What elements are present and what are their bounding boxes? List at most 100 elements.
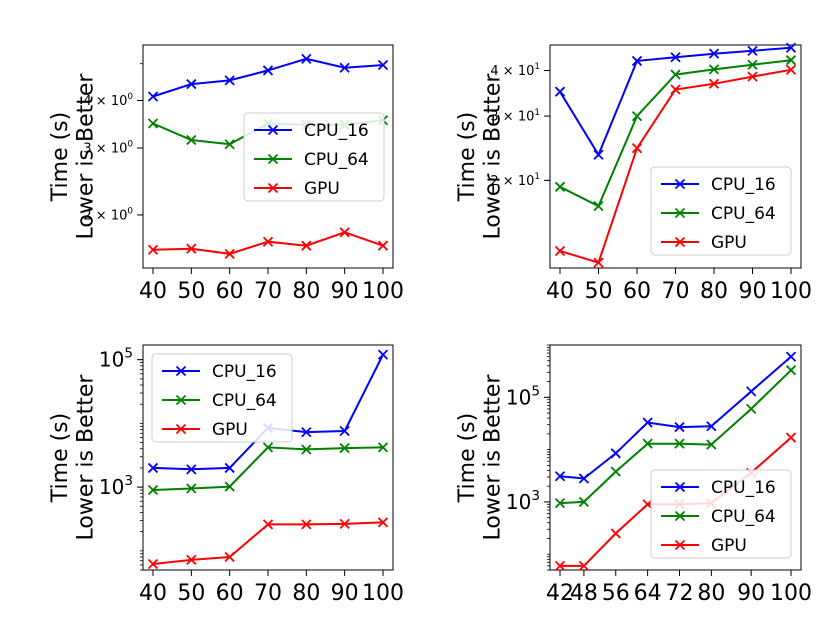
y-tick-label-base: 2 × 10: [83, 208, 127, 223]
data-point-marker: [147, 244, 159, 255]
series-cpu-16: [147, 53, 389, 102]
data-point-marker: [554, 471, 566, 482]
y-tick-label: 3 × 100: [83, 140, 133, 157]
x-tick-label: 70: [254, 279, 282, 304]
data-point-marker: [593, 200, 604, 212]
y-tick-label-base: 4 × 10: [83, 94, 127, 109]
y-tick-label-base: 10: [506, 385, 531, 409]
x-tick-label: 80: [700, 279, 728, 304]
x-tick-label: 40: [139, 279, 167, 304]
y-tick-label-exponent: 0: [127, 207, 133, 217]
data-point-marker: [708, 48, 720, 59]
y-tick-label: 2 × 100: [83, 207, 133, 224]
x-tick-label: 40: [546, 279, 574, 304]
data-point-marker: [747, 71, 758, 82]
y-tick-label: 105: [99, 346, 133, 372]
data-point-marker: [262, 442, 274, 453]
y-axis-label-line2: Lower is Better: [73, 374, 98, 541]
data-point-marker: [706, 439, 717, 450]
legend-box: [243, 112, 385, 202]
legend-box: [650, 166, 792, 256]
legend-label: GPU: [212, 420, 248, 440]
data-point-marker: [554, 497, 566, 509]
x-tick-label: 40: [139, 581, 167, 606]
legend-marker: [175, 423, 187, 435]
data-point-marker: [578, 560, 590, 571]
data-point-marker: [339, 62, 350, 73]
data-point-marker: [578, 496, 590, 508]
legend-marker: [674, 236, 686, 248]
data-point-marker: [610, 448, 621, 459]
y-tick-label: 4 × 101: [490, 62, 540, 79]
x-tick-label: 50: [585, 279, 613, 304]
x-tick-label: 50: [177, 279, 205, 304]
series-gpu: [554, 64, 797, 268]
legend-label: CPU_64: [212, 391, 277, 411]
data-point-marker: [186, 243, 197, 254]
data-point-marker: [301, 426, 312, 438]
y-tick-label: 103: [506, 488, 540, 514]
data-point-marker: [554, 86, 566, 97]
data-point-marker: [186, 483, 197, 494]
x-tick-label: 50: [177, 581, 205, 606]
legend-marker: [267, 124, 279, 136]
data-point-marker: [262, 519, 274, 530]
data-point-marker: [339, 425, 350, 437]
series-line: [559, 369, 792, 505]
data-point-marker: [785, 55, 797, 66]
y-tick-label-exponent: 0: [127, 92, 133, 102]
legend-marker: [175, 365, 187, 377]
legend-label: CPU_16: [304, 121, 369, 141]
data-point-marker: [224, 139, 235, 150]
y-axis-label: Time (s)Lower is Better: [48, 73, 98, 240]
data-point-marker: [674, 438, 685, 449]
x-tick-label: 80: [292, 581, 320, 606]
data-point-marker: [670, 84, 681, 95]
data-point-marker: [147, 118, 159, 129]
x-tick-label: 72: [665, 581, 693, 606]
y-tick-label-exponent: 3: [124, 473, 133, 489]
data-point-marker: [262, 65, 274, 76]
data-point-marker: [377, 442, 389, 453]
y-axis-label-line2: Lower is Better: [480, 374, 505, 541]
x-tick-label: 100: [770, 581, 812, 606]
series-cpu-64: [554, 365, 797, 509]
x-tick-label: 100: [362, 581, 404, 606]
legend-label: CPU_64: [304, 150, 369, 170]
y-tick-label: 105: [506, 383, 540, 409]
legend-label: CPU_16: [711, 478, 776, 498]
y-axis-label: Time (s)Lower is Better: [455, 73, 505, 240]
y-axis-label-line1: Time (s): [48, 112, 73, 202]
x-tick-label: 80: [292, 279, 320, 304]
x-tick-label: 80: [697, 581, 725, 606]
data-point-marker: [377, 240, 389, 251]
legend: CPU_16 CPU_64 GPU: [151, 353, 293, 443]
data-point-marker: [670, 69, 681, 80]
data-point-marker: [554, 181, 566, 192]
data-point-marker: [554, 245, 566, 257]
legend-label: CPU_16: [212, 362, 277, 382]
x-tick-label: 90: [331, 581, 359, 606]
series-cpu-64: [554, 55, 797, 212]
data-point-marker: [746, 386, 757, 397]
data-point-marker: [186, 134, 197, 146]
legend-label: GPU: [711, 536, 747, 556]
data-point-marker: [186, 554, 197, 566]
data-point-marker: [610, 466, 621, 477]
y-axis-label-line1: Time (s): [455, 112, 480, 202]
y-tick-label-base: 3 × 10: [490, 110, 534, 125]
data-point-marker: [339, 518, 350, 529]
legend-marker: [175, 394, 187, 406]
series-cpu-64: [147, 442, 389, 496]
data-point-marker: [746, 403, 757, 415]
data-point-marker: [578, 473, 590, 484]
y-tick-label-base: 3 × 10: [83, 142, 127, 157]
y-tick-label: 103: [99, 473, 133, 499]
y-tick-label-exponent: 1: [534, 108, 540, 118]
y-tick-label: 3 × 101: [490, 108, 540, 125]
y-tick-label-base: 4 × 10: [490, 64, 534, 79]
